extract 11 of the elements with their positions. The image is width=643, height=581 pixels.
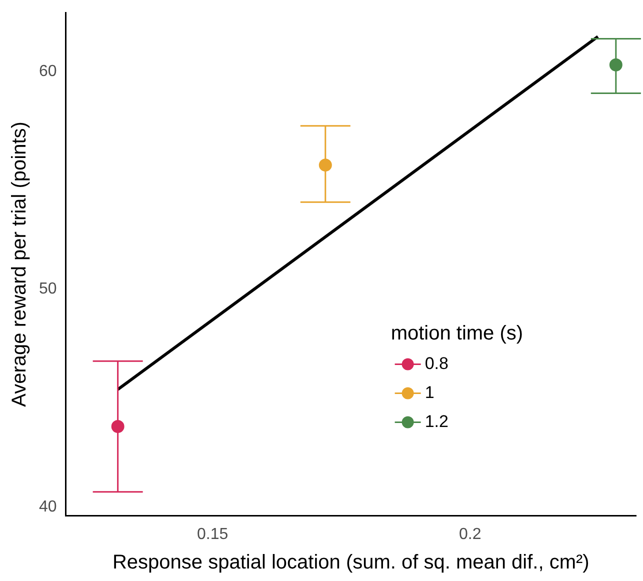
legend-label: 0.8	[424, 354, 448, 373]
y-tick-label: 60	[39, 62, 57, 80]
y-tick-label: 50	[39, 280, 57, 298]
y-tick-label: 40	[39, 498, 57, 516]
legend-label: 1.2	[424, 412, 448, 431]
legend-title: motion time (s)	[390, 322, 524, 345]
x-axis-title: Response spatial location (sum. of sq. mean dif., cm²)	[112, 552, 590, 574]
y-axis-title: Average reward per trial (points)	[8, 122, 31, 407]
x-tick-label: 0.2	[459, 526, 482, 543]
x-tick-label: 0.15	[197, 526, 228, 543]
legend-label: 1	[424, 382, 434, 402]
